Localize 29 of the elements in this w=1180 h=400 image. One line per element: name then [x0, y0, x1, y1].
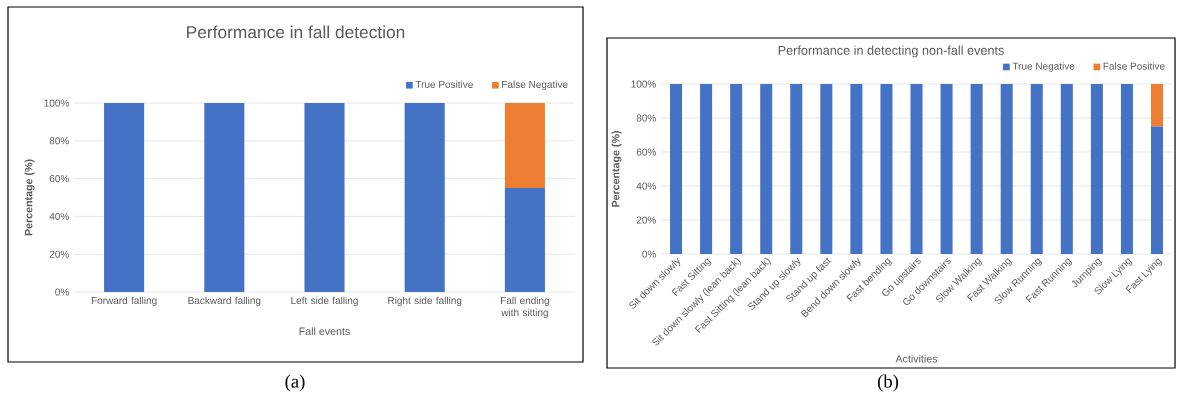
- x-tick-label: Right side falling: [388, 296, 462, 307]
- y-axis-title: Percentage (%): [611, 131, 622, 207]
- chart-title: Performance in detecting non-fall events: [778, 45, 1004, 58]
- y-tick-label: 100%: [631, 80, 656, 88]
- y-tick-label: 0%: [642, 250, 656, 258]
- y-tick-label: 80%: [636, 114, 656, 122]
- y-tick-label: 20%: [49, 250, 69, 258]
- y-tick-label: 40%: [636, 182, 656, 190]
- text: (b): [877, 374, 899, 392]
- x-tick-label: Forward falling: [91, 296, 157, 307]
- x-axis-title: Fall events: [299, 327, 350, 336]
- y-axis-title: Percentage (%): [24, 159, 35, 236]
- y-tick-label: 100%: [44, 99, 69, 107]
- x-tick-label: Left side falling: [291, 296, 358, 307]
- y-tick-label: 60%: [636, 148, 656, 156]
- text: (a): [285, 374, 305, 392]
- x-tick-label: Fall ending with sitting: [500, 296, 549, 319]
- chart-title: Performance in fall detection: [187, 25, 405, 39]
- y-tick-label: 60%: [49, 175, 69, 183]
- legend-label: False Negative: [502, 80, 568, 90]
- y-tick-label: 20%: [636, 216, 656, 224]
- legend-label: True Negative: [1012, 62, 1075, 72]
- y-tick-label: 40%: [49, 212, 69, 220]
- legend-label: True Positive: [415, 80, 473, 88]
- legend-label: False Positive: [1103, 62, 1165, 70]
- x-axis-title: Activities: [895, 354, 938, 363]
- x-tick-label: Backward falling: [188, 296, 261, 307]
- y-tick-label: 0%: [55, 288, 69, 296]
- y-tick-label: 80%: [49, 137, 69, 145]
